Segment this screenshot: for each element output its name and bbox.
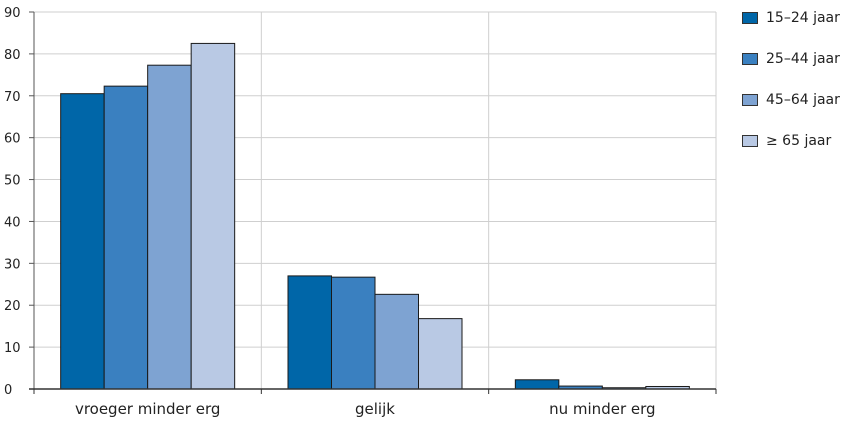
bar <box>331 276 376 390</box>
y-axis: 0 10 20 30 40 50 60 70 80 90 <box>4 6 34 398</box>
bar <box>418 318 463 390</box>
x-category-label: vroeger minder erg <box>75 400 220 418</box>
y-tick-label: 60 <box>4 132 21 147</box>
legend-item: 45–64 jaar <box>742 90 840 110</box>
y-tick-label: 40 <box>4 215 21 230</box>
y-tick-label: 80 <box>4 48 21 63</box>
y-tick-label: 70 <box>4 90 21 105</box>
legend-swatch <box>742 94 758 106</box>
axes <box>29 12 717 394</box>
bar <box>103 85 149 390</box>
legend-label: 15–24 jaar <box>766 10 840 26</box>
legend-label: ≥ 65 jaar <box>766 133 832 149</box>
legend: 15–24 jaar 25–44 jaar 45–64 jaar ≥ 65 jaar <box>742 8 840 172</box>
legend-item: ≥ 65 jaar <box>742 131 840 151</box>
legend-swatch <box>742 12 758 24</box>
legend-item: 25–44 jaar <box>742 49 840 69</box>
bar <box>147 64 192 390</box>
x-category-label: gelijk <box>355 400 395 418</box>
y-tick-label: 10 <box>4 341 21 356</box>
bar <box>514 379 560 390</box>
bars <box>60 42 690 390</box>
x-category-label: nu minder erg <box>549 400 655 418</box>
y-tick-label: 20 <box>4 299 21 314</box>
bar <box>60 93 105 390</box>
legend-label: 45–64 jaar <box>766 92 840 108</box>
y-tick-label: 50 <box>4 174 21 189</box>
x-axis-labels: vroeger minder erg gelijk nu minder erg <box>75 400 656 418</box>
y-tick-label: 30 <box>4 257 21 272</box>
y-tick-label: 90 <box>4 6 21 21</box>
y-tick-label: 0 <box>4 383 12 398</box>
legend-item: 15–24 jaar <box>742 8 840 28</box>
bar <box>374 293 419 390</box>
legend-swatch <box>742 135 758 147</box>
legend-label: 25–44 jaar <box>766 51 840 67</box>
bar <box>190 42 236 390</box>
bar <box>287 275 332 390</box>
legend-swatch <box>742 53 758 65</box>
